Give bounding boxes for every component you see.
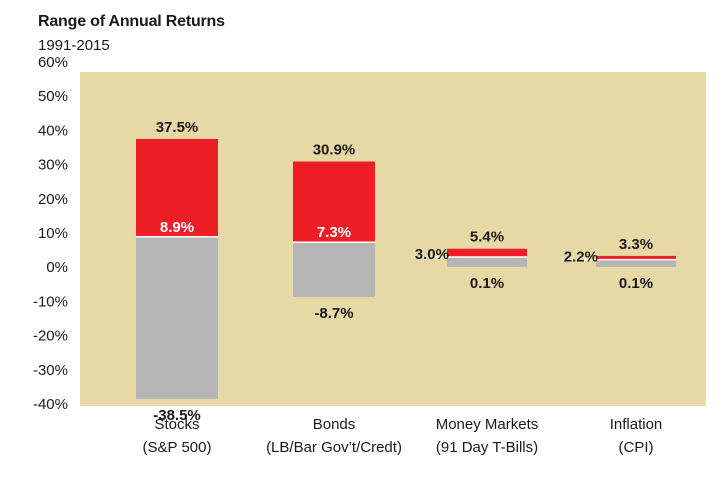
bar-upper-segment bbox=[293, 161, 375, 243]
bar-lower-segment bbox=[136, 236, 218, 399]
y-tick-label: 60% bbox=[38, 54, 68, 71]
bar-lower-segment bbox=[447, 256, 527, 267]
category-sublabel: (91 Day T-Bills) bbox=[436, 439, 538, 456]
high-value-label: 37.5% bbox=[156, 119, 199, 136]
category-label: Inflation bbox=[610, 416, 663, 433]
high-value-label: 5.4% bbox=[470, 229, 504, 246]
average-value-label: 7.3% bbox=[317, 224, 351, 241]
y-tick-label: -10% bbox=[33, 293, 68, 310]
category-label: Bonds bbox=[313, 416, 356, 433]
y-tick-label: 50% bbox=[38, 88, 68, 105]
low-value-label: 0.1% bbox=[619, 275, 653, 292]
y-tick-label: 0% bbox=[46, 259, 68, 276]
average-value-label: 2.2% bbox=[564, 249, 598, 266]
y-tick-label: -40% bbox=[33, 396, 68, 413]
bar-upper-segment bbox=[136, 138, 218, 237]
category-label: Money Markets bbox=[436, 416, 539, 433]
y-tick-label: 30% bbox=[38, 157, 68, 174]
chart-title: Range of Annual Returns bbox=[38, 13, 225, 30]
value-labels: 37.5% -38.5% 8.9% 30.9% -8.7% 7.3% 5.4% 0.1% 3.0… bbox=[153, 119, 653, 424]
bar-lower-segment bbox=[596, 259, 676, 267]
y-tick-label: 10% bbox=[38, 225, 68, 242]
low-value-label: 0.1% bbox=[470, 275, 504, 292]
category-sublabel: (LB/Bar Gov’t/Credt) bbox=[266, 439, 402, 456]
low-value-label: -38.5% bbox=[153, 407, 201, 424]
y-tick-label: -20% bbox=[33, 328, 68, 345]
category-sublabel: (S&P 500) bbox=[143, 439, 212, 456]
y-tick-label: 20% bbox=[38, 191, 68, 208]
bar-lower-segment bbox=[293, 242, 375, 297]
bars bbox=[136, 138, 676, 399]
high-value-label: 30.9% bbox=[313, 142, 356, 159]
y-axis-ticks: 60% 50% 40% 30% 20% 10% 0% -10% -20% -30% -40% bbox=[33, 54, 68, 413]
average-value-label: 8.9% bbox=[160, 219, 194, 236]
low-value-label: -8.7% bbox=[314, 305, 353, 322]
high-value-label: 3.3% bbox=[619, 236, 653, 253]
category-label: Stocks bbox=[154, 416, 199, 433]
bar-upper-segment bbox=[596, 255, 676, 260]
category-sublabel: (CPI) bbox=[619, 439, 654, 456]
category-labels: Stocks (S&P 500) Bonds (LB/Bar Gov’t/Credt)… bbox=[143, 416, 663, 456]
chart-subtitle: 1991-2015 bbox=[38, 37, 110, 54]
y-tick-label: -30% bbox=[33, 362, 68, 379]
average-value-label: 3.0% bbox=[415, 246, 449, 263]
bar-upper-segment bbox=[447, 248, 527, 257]
y-tick-label: 40% bbox=[38, 122, 68, 139]
